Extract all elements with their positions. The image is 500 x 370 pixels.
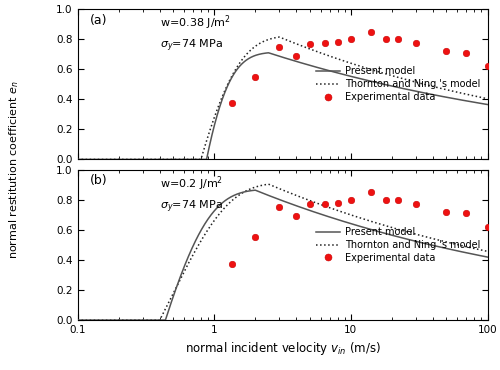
- Point: [412, 201, 420, 207]
- Point: [322, 40, 330, 46]
- Point: [394, 36, 402, 42]
- Point: [276, 205, 283, 211]
- Text: (b): (b): [90, 174, 108, 188]
- Legend: Present model, Thornton and Ning 's model, Experimental data: Present model, Thornton and Ning 's mode…: [314, 64, 482, 104]
- Point: [382, 36, 390, 42]
- Point: [394, 197, 402, 203]
- Point: [322, 201, 330, 207]
- Text: normal restitution coefficient $e_n$: normal restitution coefficient $e_n$: [8, 81, 22, 259]
- Point: [228, 100, 236, 106]
- Point: [484, 224, 492, 230]
- Point: [442, 48, 450, 54]
- Point: [334, 39, 342, 45]
- Point: [347, 197, 355, 203]
- Text: (a): (a): [90, 14, 108, 27]
- Point: [252, 74, 260, 80]
- Legend: Present model, Thornton and Ning 's model, Experimental data: Present model, Thornton and Ning 's mode…: [314, 225, 482, 265]
- Point: [228, 261, 236, 267]
- Point: [412, 40, 420, 46]
- Point: [367, 189, 375, 195]
- Point: [367, 29, 375, 35]
- Point: [334, 200, 342, 206]
- Point: [306, 202, 314, 208]
- Point: [484, 63, 492, 69]
- Point: [276, 44, 283, 50]
- Point: [252, 235, 260, 241]
- X-axis label: normal incident velocity $v_{in}$ (m/s): normal incident velocity $v_{in}$ (m/s): [184, 340, 380, 357]
- Text: w=0.38 J/m$^2$
$\sigma_y$=74 MPa: w=0.38 J/m$^2$ $\sigma_y$=74 MPa: [160, 14, 230, 54]
- Text: w=0.2 J/m$^2$
$\sigma_y$=74 MPa: w=0.2 J/m$^2$ $\sigma_y$=74 MPa: [160, 174, 222, 215]
- Point: [292, 53, 300, 59]
- Point: [306, 41, 314, 47]
- Point: [382, 197, 390, 203]
- Point: [462, 211, 470, 216]
- Point: [442, 209, 450, 215]
- Point: [292, 213, 300, 219]
- Point: [347, 36, 355, 42]
- Point: [462, 50, 470, 56]
